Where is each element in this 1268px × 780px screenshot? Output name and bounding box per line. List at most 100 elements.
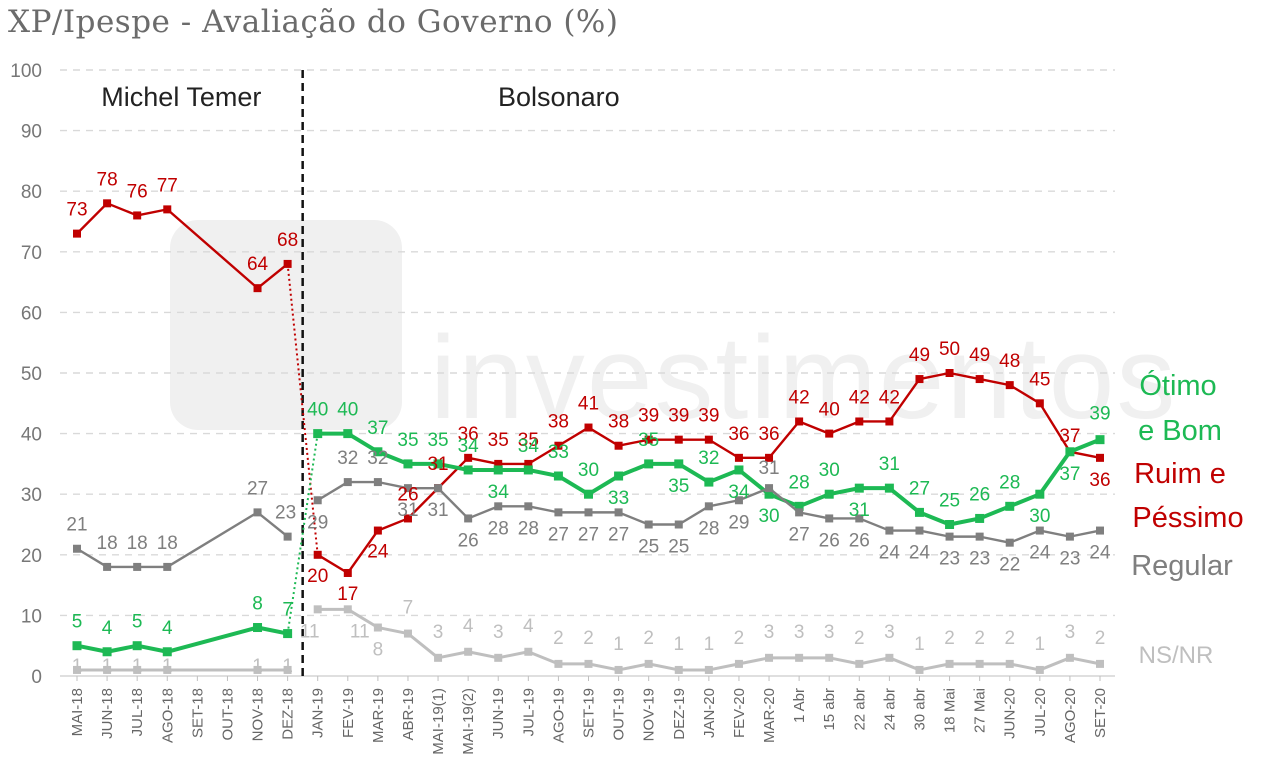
data-label-ns_nr: 1: [252, 656, 263, 677]
data-label-ns_nr: 11: [350, 621, 370, 642]
data-label-otimo_bom: 30: [819, 460, 840, 481]
data-label-otimo_bom: 26: [969, 484, 990, 505]
data-point-ruim_pessimo: [855, 417, 864, 426]
data-point-otimo_bom: [644, 459, 654, 469]
x-tick-label: NOV-19: [641, 688, 658, 741]
data-point-regular: [825, 514, 834, 523]
data-point-regular: [283, 532, 292, 541]
data-point-regular: [885, 526, 894, 535]
x-tick-label: DEZ-19: [671, 688, 688, 740]
data-label-ruim_pessimo: 64: [247, 254, 269, 275]
data-point-regular: [464, 514, 473, 523]
data-point-regular: [163, 562, 172, 571]
x-tick-label: MAR-20: [761, 688, 778, 743]
x-tick-label: JUL-20: [1032, 688, 1049, 736]
data-point-ruim_pessimo: [494, 459, 503, 468]
x-tick-label: AGO-18: [159, 688, 176, 743]
data-label-ruim_pessimo: 20: [307, 566, 328, 587]
data-label-regular: 28: [488, 518, 509, 539]
data-label-regular: 25: [638, 537, 659, 558]
x-tick-label: AGO-20: [1062, 688, 1079, 743]
data-point-ruim_pessimo: [584, 423, 593, 432]
y-tick-label: 90: [21, 122, 42, 143]
data-label-ruim_pessimo: 41: [578, 394, 599, 415]
data-point-regular: [554, 508, 563, 517]
y-tick-label: 80: [21, 182, 42, 203]
data-label-otimo_bom: 39: [1089, 404, 1110, 425]
data-point-regular: [1005, 538, 1014, 547]
data-label-ruim_pessimo: 39: [668, 406, 689, 427]
data-point-otimo_bom: [704, 477, 714, 487]
data-label-ns_nr: 1: [72, 656, 83, 677]
data-label-regular: 32: [367, 448, 388, 469]
x-tick-label: JUN-20: [1002, 688, 1019, 739]
x-tick-label: 15 abr: [821, 688, 838, 731]
x-tick-label: FEV-19: [340, 688, 357, 738]
data-point-otimo_bom: [72, 641, 82, 651]
data-label-ns_nr: 1: [613, 634, 624, 655]
data-point-ns_nr: [734, 659, 743, 668]
data-label-ns_nr: 1: [102, 656, 113, 677]
legend-ns_nr: NS/NR: [1139, 642, 1214, 669]
data-label-ruim_pessimo: 42: [789, 387, 810, 408]
data-point-otimo_bom: [884, 483, 894, 493]
data-point-ruim_pessimo: [945, 369, 954, 377]
data-label-ns_nr: 4: [523, 616, 534, 637]
x-tick-label: 22 abr: [851, 688, 868, 731]
series-line-ruim_pessimo: [76, 202, 289, 290]
data-label-regular: 27: [548, 524, 569, 545]
data-label-ns_nr: 3: [1065, 622, 1076, 643]
data-label-ruim_pessimo: 24: [367, 542, 389, 563]
data-point-regular: [704, 502, 713, 511]
data-label-regular: 27: [578, 524, 599, 545]
data-point-ns_nr: [945, 659, 954, 668]
data-point-ns_nr: [283, 665, 292, 674]
data-label-otimo_bom: 25: [939, 491, 960, 512]
data-point-otimo_bom: [283, 629, 293, 639]
data-label-otimo_bom: 5: [132, 612, 143, 633]
data-point-ruim_pessimo: [704, 435, 713, 444]
data-point-regular: [103, 562, 112, 571]
x-tick-label: JUN-18: [99, 688, 116, 739]
data-label-ns_nr: 2: [1095, 628, 1106, 649]
data-label-otimo_bom: 4: [162, 618, 173, 639]
data-point-otimo_bom: [403, 459, 413, 469]
y-axis-ticks: 0 10 20 30 40 50 60 70 80 90 100: [10, 61, 42, 688]
data-point-otimo_bom: [824, 489, 834, 499]
data-label-regular: 26: [849, 530, 870, 551]
x-tick-label: ABR-19: [400, 688, 417, 741]
y-tick-label: 50: [21, 364, 42, 385]
data-point-ns_nr: [674, 665, 683, 674]
data-label-ruim_pessimo: 38: [608, 412, 629, 433]
data-point-ns_nr: [133, 665, 142, 674]
data-label-ns_nr: 3: [764, 622, 775, 643]
data-point-otimo_bom: [433, 459, 443, 469]
transition-line-otimo_bom: [286, 433, 319, 634]
data-label-otimo_bom: 35: [397, 430, 418, 451]
y-tick-label: 60: [21, 303, 42, 324]
data-label-regular: 21: [66, 515, 87, 536]
data-point-otimo_bom: [584, 489, 593, 499]
data-label-ns_nr: 1: [914, 634, 925, 655]
data-point-ns_nr: [975, 659, 984, 668]
data-label-regular: 31: [397, 500, 418, 521]
data-point-otimo_bom: [794, 501, 804, 511]
data-point-ns_nr: [343, 605, 352, 614]
data-point-ns_nr: [765, 653, 774, 662]
data-label-otimo_bom: 33: [608, 488, 629, 509]
data-point-regular: [674, 520, 683, 529]
data-point-otimo_bom: [162, 647, 172, 657]
legend-ruim_pessimo: Ruim e: [1134, 458, 1226, 490]
data-label-ruim_pessimo: 45: [1029, 369, 1050, 390]
data-label-otimo_bom: 7: [282, 600, 293, 621]
x-tick-label: 1 Abr: [791, 688, 808, 723]
data-label-ns_nr: 3: [824, 622, 835, 643]
data-point-ns_nr: [915, 665, 924, 674]
legend-otimo_bom: e Bom: [1138, 415, 1222, 447]
data-point-ns_nr: [1096, 659, 1104, 668]
data-point-otimo_bom: [945, 520, 955, 529]
data-point-ruim_pessimo: [554, 441, 563, 450]
x-tick-label: NOV-18: [250, 688, 267, 741]
data-label-otimo_bom: 30: [1029, 506, 1050, 527]
